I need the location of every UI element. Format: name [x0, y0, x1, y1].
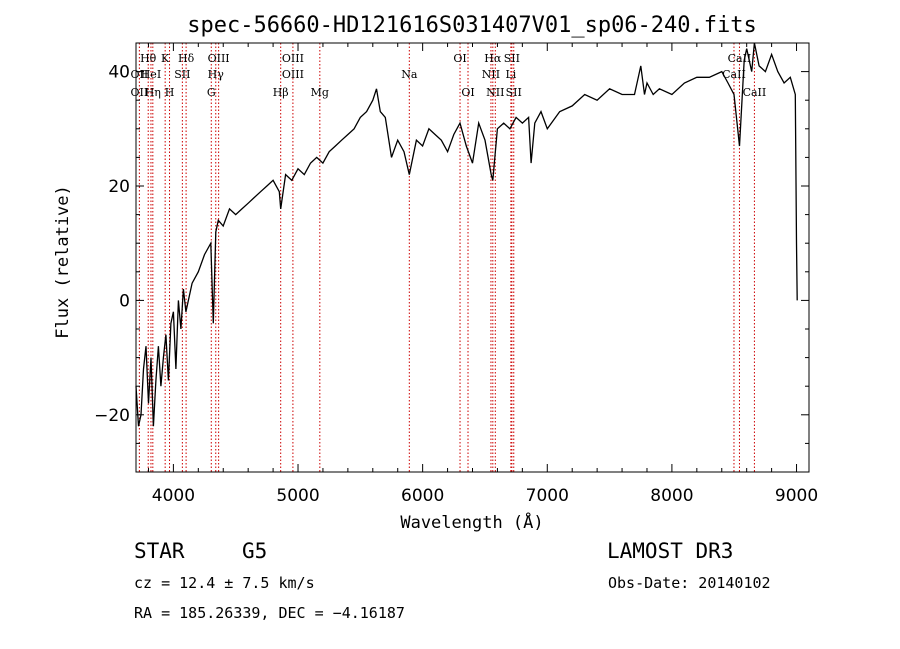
emission-line-label: NII: [482, 68, 500, 81]
emission-line-label: Hθ: [140, 52, 157, 65]
x-axis-label: Wavelength (Å): [400, 511, 543, 533]
emission-line-label: Li: [505, 68, 516, 81]
emission-line-label: OIII: [282, 68, 304, 81]
redshift-cz: cz = 12.4 ± 7.5 km/s: [134, 574, 315, 592]
x-tick-label: 4000: [152, 486, 195, 506]
emission-line-label: G: [207, 86, 216, 99]
x-tick-label: 8000: [650, 486, 693, 506]
emission-line-label: Mg: [311, 86, 329, 99]
emission-line-label: HeI: [141, 68, 161, 81]
spectrum-series-line: [135, 42, 798, 427]
y-tick-label: 20: [108, 177, 130, 197]
emission-line-label: OIII: [208, 52, 230, 65]
x-tick-label: 6000: [401, 486, 444, 506]
y-tick-label: 0: [119, 291, 130, 311]
emission-line-label: Hα: [484, 52, 502, 65]
emission-line-label: OIII: [282, 52, 304, 65]
emission-line-label: OI: [453, 52, 466, 65]
emission-line-label: OII: [131, 86, 149, 99]
y-tick-label: 40: [108, 63, 130, 83]
emission-line-label: SII: [504, 52, 520, 65]
emission-line-label: Hγ: [208, 68, 225, 81]
y-axis-ticks: −20 0 20 40: [94, 42, 809, 444]
plot-frame: [135, 42, 810, 473]
object-subclass: G5: [242, 539, 268, 563]
x-tick-label: 9000: [775, 486, 818, 506]
y-tick-label: −20: [94, 406, 130, 426]
emission-line-label: Hδ: [178, 52, 195, 65]
x-axis-ticks: 4000 5000 6000 7000 8000 9000: [147, 43, 818, 506]
emission-line-markers: [138, 43, 755, 472]
emission-line-label: CaII: [743, 86, 767, 99]
emission-line-label: Hη: [145, 86, 161, 99]
coordinates: RA = 185.26339, DEC = −4.16187: [134, 604, 405, 622]
survey-name: LAMOST DR3: [607, 539, 734, 563]
emission-line-label: K: [161, 52, 170, 65]
object-class: STAR: [134, 539, 185, 563]
emission-line-label: SII: [174, 68, 190, 81]
emission-line-label: H: [165, 86, 175, 99]
emission-line-label: SII: [506, 86, 522, 99]
chart-title: spec-56660-HD121616S031407V01_sp06-240.f…: [187, 13, 757, 38]
emission-line-label: Hβ: [273, 86, 289, 99]
x-tick-label: 5000: [276, 486, 319, 506]
observation-date: Obs-Date: 20140102: [608, 574, 771, 592]
emission-line-label: Na: [401, 68, 418, 81]
y-axis-label: Flux (relative): [53, 185, 73, 339]
x-tick-label: 7000: [526, 486, 569, 506]
emission-line-label: OI: [461, 86, 474, 99]
emission-line-label: NII: [486, 86, 504, 99]
emission-line-label: CaII: [722, 68, 746, 81]
